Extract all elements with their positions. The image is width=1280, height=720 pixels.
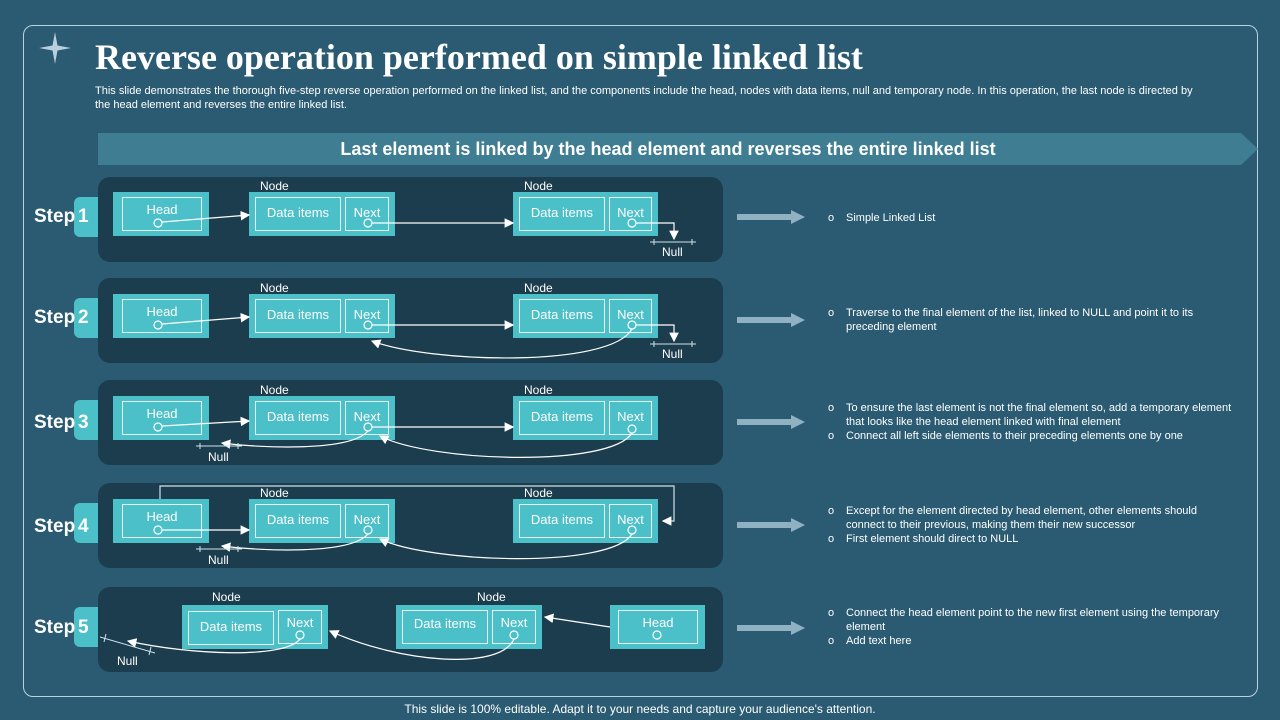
- banner: Last element is linked by the head eleme…: [98, 133, 1258, 165]
- step-label: Step 2: [34, 307, 89, 328]
- step-tab: [74, 298, 98, 338]
- head-label: Head: [122, 299, 202, 333]
- head-label: Head: [618, 610, 698, 644]
- step-1: Step 1 Node Node Head Data items Next Dat…: [0, 177, 1280, 263]
- data-cell: Data items: [255, 401, 341, 435]
- bullet-item: Traverse to the final element of the lis…: [828, 306, 1238, 334]
- null-label: Null: [208, 450, 229, 464]
- node-label: Node: [524, 179, 553, 193]
- bullet-item: Add text here: [828, 634, 1238, 648]
- bullet-list: Traverse to the final element of the lis…: [828, 306, 1238, 334]
- null-label: Null: [662, 347, 683, 361]
- bullet-list: To ensure the last element is not the fi…: [828, 401, 1238, 443]
- step-tab: [74, 607, 98, 647]
- head-label: Head: [122, 197, 202, 231]
- slide-frame: [23, 25, 1258, 697]
- step-label: Step 5: [34, 617, 89, 638]
- next-cell: Next: [278, 610, 322, 644]
- page-subtitle: This slide demonstrates the thorough fiv…: [95, 85, 1193, 111]
- bullet-list: Except for the element directed by head …: [828, 504, 1238, 546]
- node-label: Node: [260, 486, 289, 500]
- right-arrow-icon: [737, 313, 805, 327]
- head-node: Head: [113, 192, 209, 236]
- data-cell: Data items: [402, 610, 488, 644]
- node-1: Data items Next: [249, 192, 395, 236]
- step-tab: [74, 197, 98, 237]
- node-label: Node: [477, 590, 506, 604]
- node-2: Data items Next: [513, 192, 658, 236]
- bullet-item: First element should direct to NULL: [828, 532, 1238, 546]
- head-node: Head: [113, 499, 209, 543]
- node-1: Data items Next: [182, 605, 328, 649]
- node-label: Node: [524, 383, 553, 397]
- next-cell: Next: [345, 197, 389, 231]
- pointer-lines: [153, 312, 696, 359]
- step-label: Step 3: [34, 412, 89, 433]
- null-label: Null: [208, 553, 229, 567]
- node-label: Node: [212, 590, 241, 604]
- data-cell: Data items: [519, 504, 605, 538]
- step-label: Step 1: [34, 206, 89, 227]
- next-cell: Next: [609, 299, 652, 333]
- right-arrow-icon: [737, 518, 805, 532]
- pointer-lines: [99, 613, 662, 660]
- bullet-list: Simple Linked List: [828, 211, 1238, 225]
- data-cell: Data items: [255, 504, 341, 538]
- node-2: Data items Next: [396, 605, 542, 649]
- step-label: Step 4: [34, 516, 89, 537]
- data-cell: Data items: [188, 611, 274, 645]
- bullet-item: To ensure the last element is not the fi…: [828, 401, 1238, 429]
- bullet-item: Connect the head element point to the ne…: [828, 606, 1238, 634]
- step-tab: [74, 400, 98, 440]
- node-1: Data items Next: [249, 499, 395, 543]
- head-label: Head: [122, 504, 202, 538]
- head-node: Head: [113, 294, 209, 338]
- node-1: Data items Next: [249, 294, 395, 338]
- pointer-lines: [153, 416, 637, 458]
- bullet-item: Simple Linked List: [828, 211, 1238, 225]
- step-tab: [74, 503, 98, 543]
- head-node: Head: [610, 605, 705, 649]
- data-cell: Data items: [255, 197, 341, 231]
- data-cell: Data items: [519, 197, 605, 231]
- bullet-item: Except for the element directed by head …: [828, 504, 1238, 532]
- node-2: Data items Next: [513, 396, 658, 440]
- bullet-item: Connect all left side elements to their …: [828, 429, 1238, 443]
- pointer-lines: [153, 485, 675, 560]
- next-cell: Next: [609, 197, 652, 231]
- pointer-lines: [153, 210, 696, 245]
- node-2: Data items Next: [513, 499, 658, 543]
- right-arrow-icon: [737, 415, 805, 429]
- step-3: Step 3 Node Node Head Data items Next Dat…: [0, 380, 1280, 466]
- right-arrow-icon: [737, 621, 805, 635]
- page-title: Reverse operation performed on simple li…: [95, 37, 863, 77]
- node-label: Node: [260, 383, 289, 397]
- bullet-list: Connect the head element point to the ne…: [828, 606, 1238, 648]
- footer-note: This slide is 100% editable. Adapt it to…: [404, 702, 876, 716]
- next-cell: Next: [492, 610, 536, 644]
- node-label: Node: [524, 281, 553, 295]
- right-arrow-icon: [737, 210, 805, 224]
- step-4: Step 4 Node Node Head Data items Next Dat…: [0, 483, 1280, 569]
- next-cell: Next: [345, 299, 389, 333]
- head-node: Head: [113, 396, 209, 440]
- head-label: Head: [122, 401, 202, 435]
- step-5: Step 5 Node Node Data items Next Data ite…: [0, 587, 1280, 673]
- node-1: Data items Next: [249, 396, 395, 440]
- data-cell: Data items: [255, 299, 341, 333]
- null-label: Null: [117, 654, 138, 668]
- next-cell: Next: [609, 504, 652, 538]
- data-cell: Data items: [519, 401, 605, 435]
- null-label: Null: [662, 245, 683, 259]
- node-label: Node: [260, 281, 289, 295]
- banner-text: Last element is linked by the head eleme…: [340, 139, 996, 159]
- next-cell: Next: [345, 504, 389, 538]
- step-2: Step 2 Node Node Head Data items Next Dat…: [0, 278, 1280, 364]
- node-2: Data items Next: [513, 294, 658, 338]
- data-cell: Data items: [519, 299, 605, 333]
- node-label: Node: [260, 179, 289, 193]
- sparkle-icon: [39, 32, 71, 64]
- next-cell: Next: [345, 401, 389, 435]
- node-label: Node: [524, 486, 553, 500]
